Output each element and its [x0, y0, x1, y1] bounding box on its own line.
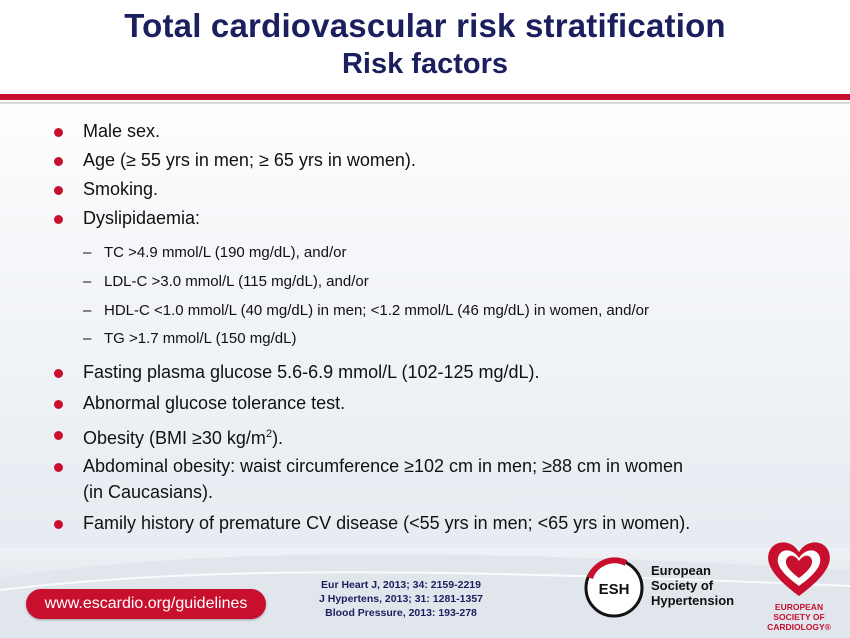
sub-item: TG >1.7 mmol/L (150 mg/dL)	[104, 330, 297, 347]
sub-item-dash: –	[83, 302, 92, 319]
title-divider-red	[0, 94, 850, 100]
sub-item-dash: –	[83, 244, 92, 261]
reference: Eur Heart J, 2013; 34: 2159-2219	[321, 579, 481, 591]
esh-name-line: European	[651, 563, 711, 578]
bullet-dot	[54, 431, 63, 440]
esh-logo: ESH	[584, 557, 644, 618]
esh-name-line: Society of	[651, 578, 714, 593]
bullet-dot	[54, 369, 63, 378]
references: Eur Heart J, 2013; 34: 2159-2219 J Hyper…	[296, 578, 506, 620]
risk-factor-item: Fasting plasma glucose 5.6-6.9 mmol/L (1…	[83, 362, 540, 382]
risk-factor-item: Abdominal obesity: waist circumference ≥…	[83, 456, 684, 476]
risk-factor-text: Obesity (BMI ≥30 kg/m	[83, 428, 266, 448]
superscript: 2	[265, 428, 273, 440]
risk-factor-item: Smoking.	[83, 179, 159, 199]
esh-name: European Society of Hypertension	[651, 563, 734, 608]
risk-factor-item: Family history of premature CV disease (…	[83, 513, 691, 533]
sub-item: HDL-C <1.0 mmol/L (40 mg/dL) in men; <1.…	[104, 302, 649, 319]
bullet-dot	[54, 157, 63, 166]
reference: J Hypertens, 2013; 31: 1281-1357	[318, 593, 484, 605]
esc-name-line: CARDIOLOGY®	[767, 622, 831, 632]
risk-factor-item: Male sex.	[83, 121, 161, 141]
risk-factor-item: Abnormal glucose tolerance test.	[83, 393, 346, 413]
risk-factor-item-continued: (in Caucasians).	[83, 482, 214, 502]
bullet-dot	[54, 400, 63, 409]
bullet-dot	[54, 215, 63, 224]
esc-heart-logo	[768, 542, 830, 596]
risk-factor-item: Dyslipidaemia:	[83, 208, 201, 228]
guidelines-link[interactable]: www.escardio.org/guidelines	[26, 589, 266, 619]
bullet-dot	[54, 128, 63, 137]
sub-item: LDL-C >3.0 mmol/L (115 mg/dL), and/or	[104, 273, 369, 290]
bullet-dot	[54, 186, 63, 195]
reference: Blood Pressure, 2013: 193-278	[325, 607, 477, 619]
bullet-dot	[54, 463, 63, 472]
esc-name-line: EUROPEAN	[774, 602, 824, 612]
esc-name-line: SOCIETY OF	[773, 612, 825, 622]
risk-factor-item: Age (≥ 55 yrs in men; ≥ 65 yrs in women)…	[83, 150, 416, 170]
sub-item: TC >4.9 mmol/L (190 mg/dL), and/or	[104, 244, 347, 261]
esc-name: EUROPEAN SOCIETY OF CARDIOLOGY®	[760, 602, 838, 632]
risk-factor-item: Obesity (BMI ≥30 kg/m2).	[83, 422, 283, 450]
sub-item-dash: –	[83, 330, 92, 347]
bullet-dot	[54, 520, 63, 529]
page-title: Total cardiovascular risk stratification	[124, 7, 726, 44]
sub-item-dash: –	[83, 273, 92, 290]
esh-abbr: ESH	[599, 581, 630, 598]
page-subtitle: Risk factors	[341, 48, 508, 80]
esh-name-line: Hypertension	[651, 593, 735, 608]
risk-factor-text: ).	[272, 428, 284, 448]
title-divider-gray	[0, 102, 850, 104]
